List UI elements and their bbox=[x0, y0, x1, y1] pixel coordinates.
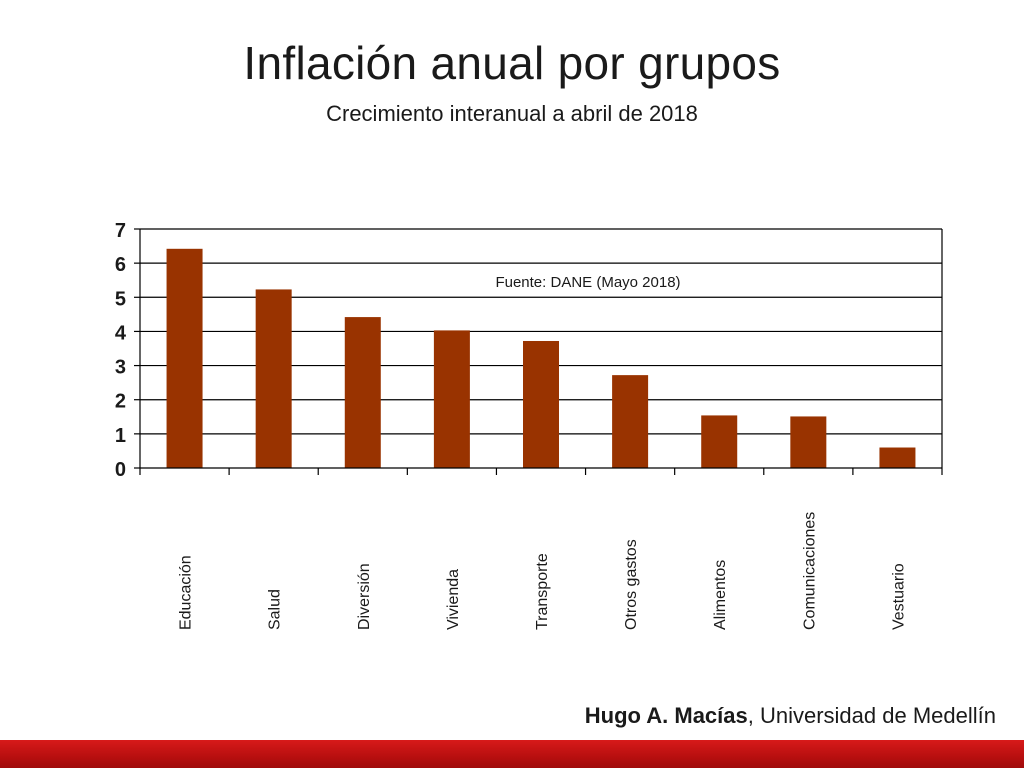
bar-transporte bbox=[523, 340, 559, 468]
x-tick-label-otros-gastos: Otros gastos bbox=[623, 539, 640, 630]
author-credit: Hugo A. Macías, Universidad de Medellín bbox=[585, 703, 996, 729]
x-tick-label-transporte: Transporte bbox=[534, 553, 551, 630]
bar-comunicaciones bbox=[790, 416, 827, 468]
bar-vestuario bbox=[879, 447, 916, 468]
chart-annotation: Fuente: DANE (Mayo 2018) bbox=[495, 274, 680, 291]
x-tick-label-educación: Educación bbox=[178, 555, 195, 630]
slide-subtitle: Crecimiento interanual a abril de 2018 bbox=[326, 101, 698, 126]
bar-otros-gastos bbox=[612, 375, 649, 468]
author-name: Hugo A. Macías bbox=[584, 703, 748, 728]
y-tick-label-1: 1 bbox=[115, 425, 126, 447]
x-tick-label-vivienda: Vivienda bbox=[445, 569, 462, 630]
y-tick-label-0: 0 bbox=[115, 459, 126, 481]
y-tick-label-3: 3 bbox=[115, 357, 126, 379]
y-tick-label-6: 6 bbox=[115, 254, 126, 276]
author-affiliation: , Universidad de Medellín bbox=[747, 703, 996, 728]
y-tick-labels: 0 1 2 3 4 5 6 7 bbox=[115, 220, 127, 481]
bars bbox=[166, 248, 916, 468]
x-tick-labels: Educación Salud Diversión Vivienda Transport… bbox=[178, 512, 908, 630]
footer-bar bbox=[0, 740, 1024, 768]
bar-alimentos bbox=[701, 415, 738, 468]
x-tick-label-vestuario: Vestuario bbox=[890, 563, 907, 630]
y-tick-label-5: 5 bbox=[115, 288, 126, 310]
slide-title: Inflación anual por grupos bbox=[243, 37, 781, 89]
bar-educación bbox=[166, 248, 203, 468]
bar-salud bbox=[255, 289, 292, 468]
y-tick-label-4: 4 bbox=[115, 322, 127, 344]
x-tick-label-diversión: Diversión bbox=[356, 563, 373, 630]
x-tick-label-salud: Salud bbox=[267, 589, 284, 630]
x-tick-label-alimentos: Alimentos bbox=[712, 560, 729, 630]
bar-vivienda bbox=[433, 330, 470, 468]
x-tick-label-comunicaciones: Comunicaciones bbox=[801, 512, 818, 630]
y-tick-label-7: 7 bbox=[115, 220, 126, 242]
bar-diversión bbox=[344, 317, 381, 468]
axes bbox=[134, 228, 943, 475]
y-tick-label-2: 2 bbox=[115, 391, 126, 413]
